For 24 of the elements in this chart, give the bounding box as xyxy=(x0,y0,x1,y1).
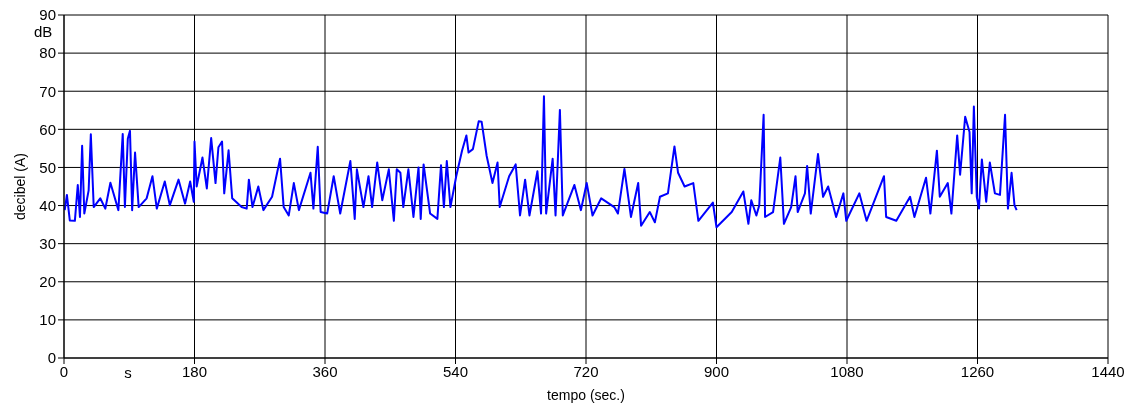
x-tick-label: 1440 xyxy=(1091,362,1125,380)
x-axis-title: tempo (sec.) xyxy=(547,387,625,403)
x-tick-label: 180 xyxy=(181,362,208,380)
x-tick-label: 540 xyxy=(442,362,469,380)
x-tick-label: 720 xyxy=(573,362,599,380)
y-tick-label: 50 xyxy=(39,158,56,176)
y-tick-label: 30 xyxy=(39,234,56,252)
y-tick-label: 0 xyxy=(47,349,56,367)
line-series xyxy=(64,95,1018,229)
y-tick-label: 60 xyxy=(39,120,56,138)
x-tick-label: 900 xyxy=(703,362,730,380)
text: s xyxy=(124,364,132,381)
x-tick-label: 1260 xyxy=(960,362,995,380)
y-tick-label: 40 xyxy=(39,196,56,214)
x-tick-label: 0 xyxy=(59,362,69,380)
y-tick-label: 80 xyxy=(39,44,56,62)
y-tick-label: 10 xyxy=(39,311,56,329)
text: dB xyxy=(34,22,53,40)
y-tick-label: 90 xyxy=(39,6,56,24)
x-tick-label: 360 xyxy=(312,362,338,380)
y-tick-label: 20 xyxy=(39,273,56,291)
x-tick-label: 1080 xyxy=(830,362,864,380)
y-tick-label: 70 xyxy=(39,82,56,100)
y-axis-title: decibel (A) xyxy=(11,153,28,220)
